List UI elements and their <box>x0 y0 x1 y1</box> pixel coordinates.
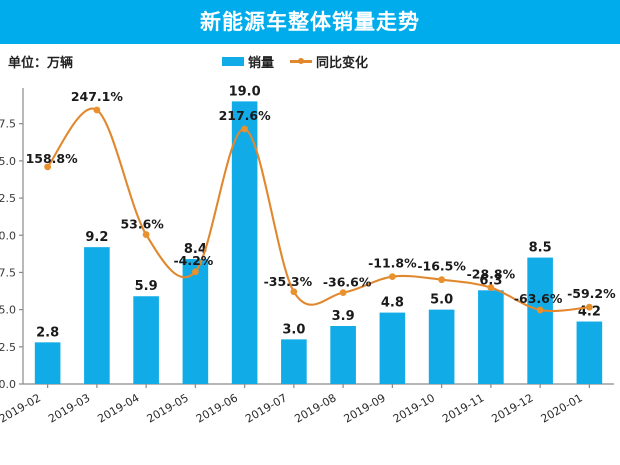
x-label-2019-11: 2019-11 <box>440 391 486 425</box>
y-tick-label: 17.5 <box>0 118 16 131</box>
chart-canvas: 0.0 2.5 5.0 7.5 10.0 12.5 15.0 17.5 2.8 9.2 5.9 8.… <box>0 84 617 425</box>
percent-label-2019-12: -63.6% <box>514 291 563 306</box>
bar-2019-10[interactable] <box>428 309 455 384</box>
percent-label-2019-05: -4.2% <box>173 253 213 268</box>
percent-value-labels: 158.8% 247.1% 53.6% -4.2% 217.6% -35.3% -36.6%… <box>26 89 617 306</box>
percent-label-2019-07: -35.3% <box>264 274 313 289</box>
legend-item-sales[interactable]: 销量 <box>222 52 274 71</box>
bar-2019-06[interactable] <box>231 101 258 384</box>
bar-label-2019-11: 6.3 <box>479 273 502 288</box>
x-label-2020-01: 2020-01 <box>539 391 585 425</box>
trend-markers <box>44 106 593 314</box>
bar-label-2019-10: 5.0 <box>430 293 453 308</box>
bar-2019-05[interactable] <box>182 259 209 384</box>
x-axis-labels: 2019-02 2019-03 2019-04 2019-05 2019-06 2019-… <box>0 391 585 425</box>
percent-label-2019-10: -16.5% <box>417 259 466 274</box>
x-axis-ticks <box>47 384 590 388</box>
page-title: 新能源车整体销量走势 <box>200 10 420 34</box>
bar-label-2019-05: 8.4 <box>184 242 207 257</box>
percent-label-2019-02: 158.8% <box>26 151 79 166</box>
x-label-2019-07: 2019-07 <box>243 391 289 425</box>
bar-label-2019-09: 4.8 <box>381 296 404 311</box>
x-label-2019-09: 2019-09 <box>342 391 388 425</box>
bar-label-2019-04: 5.9 <box>135 279 158 294</box>
bar-2019-09[interactable] <box>379 312 406 384</box>
y-tick-label: 10.0 <box>0 229 16 242</box>
percent-label-2020-01: -59.2% <box>567 286 616 301</box>
bar-swatch-icon <box>222 57 244 66</box>
y-tick-label: 12.5 <box>0 192 16 205</box>
bar-2019-02[interactable] <box>34 342 61 384</box>
legend-label-sales: 销量 <box>248 56 275 71</box>
x-label-2019-06: 2019-06 <box>194 391 240 425</box>
bar-2019-04[interactable] <box>133 296 159 384</box>
chart-legend: 销量 同比变化 <box>222 52 368 71</box>
header-banner: 新能源车整体销量走势 <box>0 0 620 44</box>
bar-label-2019-07: 3.0 <box>282 322 305 337</box>
bar-label-2019-12: 8.5 <box>529 241 552 256</box>
trend-marker-2019-06[interactable] <box>241 125 249 133</box>
unit-label: 单位：万辆 <box>8 56 74 71</box>
trend-marker-2019-04[interactable] <box>142 231 150 238</box>
x-label-2019-03: 2019-03 <box>46 391 92 425</box>
trend-marker-2020-01[interactable] <box>585 303 593 311</box>
bar-2019-03[interactable] <box>84 247 110 384</box>
bar-series <box>34 101 603 384</box>
bar-label-2019-06: 19.0 <box>229 84 261 99</box>
bar-label-2019-03: 9.2 <box>85 230 108 245</box>
trend-marker-2019-03[interactable] <box>93 106 101 114</box>
bar-2019-08[interactable] <box>330 325 356 384</box>
trend-marker-2019-08[interactable] <box>339 289 347 297</box>
percent-label-2019-06: 217.6% <box>219 108 272 123</box>
bar-2019-11[interactable] <box>478 290 504 384</box>
bar-2020-01[interactable] <box>576 321 603 384</box>
percent-label-2019-04: 53.6% <box>120 217 164 232</box>
trend-marker-2019-10[interactable] <box>438 276 446 284</box>
y-tick-label: 5.0 <box>0 304 16 317</box>
percent-label-2019-03: 247.1% <box>71 89 124 104</box>
x-label-2019-05: 2019-05 <box>145 391 191 425</box>
x-label-2019-10: 2019-10 <box>391 391 437 425</box>
x-label-2019-04: 2019-04 <box>95 391 141 425</box>
bar-2019-07[interactable] <box>281 339 307 384</box>
percent-label-2019-08: -36.6% <box>323 275 372 290</box>
trend-marker-2019-09[interactable] <box>388 273 396 281</box>
trend-marker-2019-07[interactable] <box>290 288 298 296</box>
trend-marker-2019-05[interactable] <box>191 268 199 276</box>
legend-item-yoy-change[interactable]: 同比变化 <box>290 52 368 71</box>
trend-marker-2019-12[interactable] <box>536 306 544 314</box>
plot-area: 0.0 2.5 5.0 7.5 10.0 12.5 15.0 17.5 2.8 9.2 5.9 8.… <box>0 82 620 465</box>
y-axis-ticks: 0.0 2.5 5.0 7.5 10.0 12.5 15.0 17.5 <box>0 118 23 391</box>
bar-label-2019-02: 2.8 <box>36 325 59 340</box>
line-swatch-icon <box>290 57 313 66</box>
y-tick-label: 2.5 <box>0 341 16 354</box>
y-tick-label: 7.5 <box>0 266 16 279</box>
percent-label-2019-11: -28.8% <box>467 267 516 282</box>
percent-label-2019-09: -11.8% <box>368 256 417 271</box>
x-label-2019-02: 2019-02 <box>0 391 43 425</box>
trend-marker-2019-02[interactable] <box>44 163 52 171</box>
trend-line-series <box>46 107 591 313</box>
bar-2019-12[interactable] <box>527 257 553 384</box>
y-tick-label: 0.0 <box>0 378 16 391</box>
legend-label-yoy-change: 同比变化 <box>316 56 369 71</box>
bar-label-2019-08: 3.9 <box>332 309 355 324</box>
trend-marker-2019-11[interactable] <box>487 284 495 291</box>
x-label-2019-12: 2019-12 <box>489 391 535 425</box>
x-label-2019-08: 2019-08 <box>292 391 338 425</box>
y-tick-label: 15.0 <box>0 155 16 168</box>
